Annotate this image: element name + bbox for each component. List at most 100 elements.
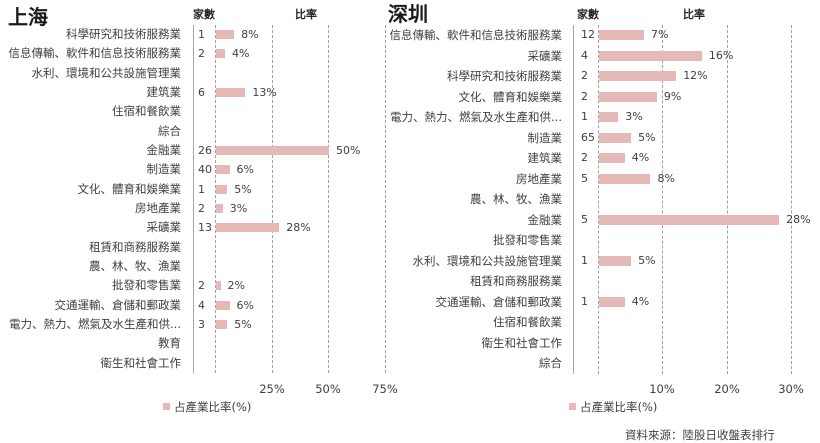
company-count: 12 bbox=[581, 28, 595, 41]
table-row: 批發和零售業 2 2% bbox=[0, 276, 820, 295]
industry-label: 建筑業 bbox=[527, 151, 563, 166]
category-axis-line bbox=[193, 25, 194, 373]
gridline bbox=[272, 25, 273, 373]
table-row: 教育 bbox=[0, 334, 820, 353]
table-row: 綜合 bbox=[0, 122, 820, 141]
industry-label: 住宿和餐飲業 bbox=[493, 315, 562, 330]
gridline bbox=[328, 25, 329, 373]
company-count: 1 bbox=[198, 28, 205, 41]
company-count: 40 bbox=[198, 163, 212, 177]
table-row: 交通運輸、倉儲和郵政業 4 6% bbox=[0, 296, 820, 315]
company-count: 1 bbox=[581, 253, 588, 267]
table-row: 水利、環境和公共設施管理業 bbox=[0, 64, 820, 83]
table-row: 金融業 5 28% bbox=[0, 210, 820, 231]
gridline bbox=[791, 25, 792, 374]
table-row: 電力、熱力、燃氣及水生產和供... 1 3% bbox=[0, 107, 820, 128]
industry-label: 農、林、牧、漁業 bbox=[470, 192, 562, 207]
ratio-label: 5% bbox=[638, 130, 656, 144]
ratio-bar bbox=[216, 320, 228, 330]
ratio-bar bbox=[599, 30, 645, 41]
table-row: 交通運輸、倉儲和郵政業 1 4% bbox=[0, 292, 820, 313]
ratio-bar bbox=[599, 297, 625, 308]
ratio-label: 28% bbox=[286, 221, 311, 235]
industry-label: 水利、環境和公共設施管理業 bbox=[412, 253, 563, 268]
ratio-bar bbox=[216, 49, 226, 59]
industry-label: 租賃和商務服務業 bbox=[89, 239, 181, 254]
ratio-bar bbox=[599, 91, 657, 102]
ratio-label: 4% bbox=[631, 294, 650, 308]
x-tick-label: 20% bbox=[714, 382, 740, 396]
ratio-column-header: 比率 bbox=[683, 8, 705, 21]
table-row: 制造業 65 5% bbox=[0, 128, 820, 149]
table-row: 建筑業 2 4% bbox=[0, 148, 820, 169]
industry-label: 衛生和社會工作 bbox=[481, 335, 563, 350]
table-row: 制造業 40 6% bbox=[0, 160, 820, 179]
industry-label: 批發和零售業 bbox=[112, 278, 181, 293]
company-count: 2 bbox=[198, 202, 205, 215]
ratio-label: 50% bbox=[336, 144, 361, 157]
company-count: 1 bbox=[581, 294, 588, 308]
industry-label: 制造業 bbox=[146, 162, 182, 177]
ratio-label: 5% bbox=[234, 318, 252, 331]
ratio-bar bbox=[216, 204, 223, 214]
legend-swatch-icon bbox=[163, 403, 170, 410]
panel-title: 深圳 bbox=[388, 2, 428, 26]
company-count: 5 bbox=[581, 212, 588, 226]
industry-label: 水利、環境和公共設施管理業 bbox=[31, 65, 182, 80]
industry-label: 電力、熱力、燃氣及水生產和供... bbox=[390, 110, 562, 125]
industry-label: 建筑業 bbox=[146, 85, 182, 99]
industry-label: 房地產業 bbox=[516, 171, 562, 186]
company-count: 2 bbox=[581, 151, 588, 165]
company-count: 3 bbox=[198, 318, 205, 331]
company-count: 2 bbox=[581, 69, 588, 83]
table-row: 信息傳輸、軟件和信息技術服務業 12 7% bbox=[0, 25, 820, 46]
industry-label: 科學研究和技術服務業 bbox=[447, 69, 562, 84]
table-row: 建筑業 6 13% bbox=[0, 83, 820, 102]
industry-label: 科學研究和技術服務業 bbox=[66, 27, 181, 41]
ratio-label: 7% bbox=[651, 28, 669, 41]
table-row: 農、林、牧、漁業 bbox=[0, 189, 820, 210]
ratio-bar bbox=[599, 50, 702, 61]
table-row: 科學研究和技術服務業 1 8% bbox=[0, 25, 820, 44]
ratio-bar bbox=[599, 153, 625, 164]
gridline bbox=[385, 25, 386, 373]
ratio-label: 2% bbox=[227, 279, 245, 293]
ratio-bar bbox=[599, 256, 632, 267]
ratio-label: 6% bbox=[236, 298, 254, 312]
table-row: 批發和零售業 bbox=[0, 230, 820, 251]
industry-label: 采礦業 bbox=[527, 48, 563, 63]
company-count: 2 bbox=[198, 47, 205, 61]
ratio-bar bbox=[599, 132, 632, 143]
industry-label: 文化、體育和娛樂業 bbox=[458, 89, 563, 104]
ratio-label: 8% bbox=[241, 28, 259, 41]
table-row: 采礦業 4 16% bbox=[0, 46, 820, 67]
ratio-bar bbox=[216, 300, 230, 310]
industry-label: 綜合 bbox=[539, 356, 562, 371]
count-column-header: 家數 bbox=[577, 8, 599, 21]
company-count: 1 bbox=[581, 110, 588, 124]
ratio-label: 5% bbox=[234, 182, 252, 196]
x-tick-label: 75% bbox=[372, 382, 398, 396]
x-tick-label: 10% bbox=[649, 382, 675, 396]
gridline bbox=[727, 25, 728, 374]
company-count: 6 bbox=[198, 86, 205, 99]
x-tick-label: 30% bbox=[778, 382, 804, 396]
industry-label: 金融業 bbox=[146, 143, 182, 157]
ratio-bar bbox=[216, 165, 230, 175]
table-row: 衛生和社會工作 bbox=[0, 354, 820, 373]
table-row: 金融業 26 50% bbox=[0, 141, 820, 160]
ratio-bar bbox=[216, 223, 280, 233]
ratio-label: 8% bbox=[657, 171, 675, 185]
ratio-bar bbox=[599, 112, 619, 123]
x-tick-label: 50% bbox=[315, 382, 341, 396]
company-count: 2 bbox=[581, 89, 588, 103]
company-count: 5 bbox=[581, 171, 588, 185]
legend-label: 占產業比率(%) bbox=[174, 400, 252, 414]
company-count: 4 bbox=[581, 48, 588, 62]
company-count: 13 bbox=[198, 221, 212, 235]
industry-label: 住宿和餐飲業 bbox=[112, 104, 181, 119]
ratio-bar bbox=[599, 173, 651, 184]
legend-label: 占產業比率(%) bbox=[580, 400, 658, 414]
